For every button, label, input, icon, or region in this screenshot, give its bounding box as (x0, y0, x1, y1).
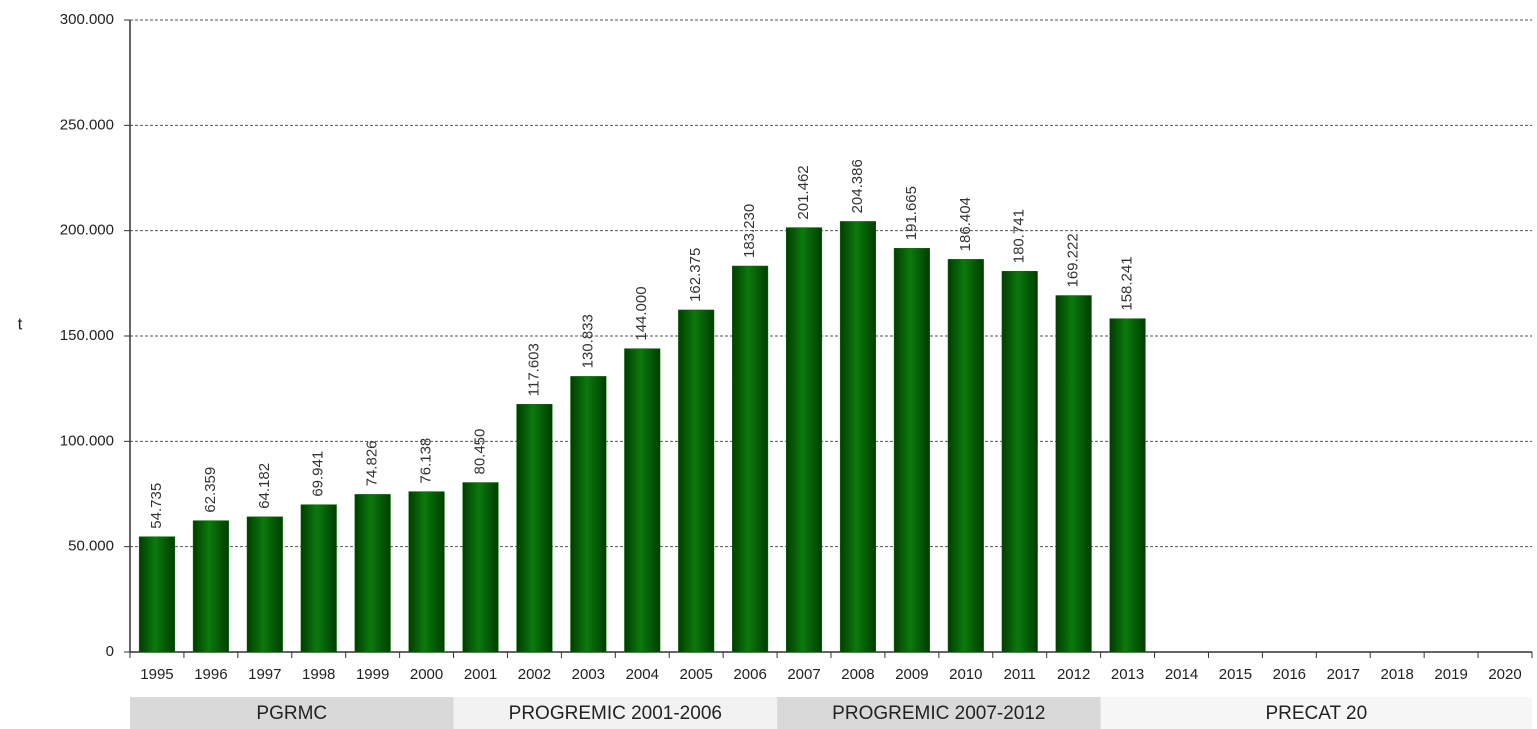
x-tick-label: 2017 (1327, 666, 1360, 683)
x-tick-label: 2011 (1004, 666, 1036, 683)
value-label: 186.404 (957, 197, 974, 251)
bar (947, 259, 984, 653)
value-label: 130.833 (579, 314, 596, 368)
bar (300, 504, 337, 653)
bar (570, 376, 607, 653)
x-tick-label: 2007 (787, 666, 820, 683)
y-axis-label: t (18, 314, 23, 333)
x-tick-label: 2001 (464, 666, 497, 683)
bar (408, 491, 445, 653)
y-tick-label: 300.000 (60, 11, 114, 28)
value-label: 180.741 (1011, 209, 1028, 263)
period-band (1100, 697, 1532, 729)
bar (732, 265, 769, 653)
x-tick-label: 1999 (356, 666, 389, 683)
period-label: PROGREMIC 2007-2012 (832, 703, 1045, 724)
x-tick-label: 2020 (1488, 666, 1521, 683)
bar (1055, 295, 1092, 653)
period-label: PRECAT 20 (1265, 703, 1367, 724)
x-tick-label: 2013 (1111, 666, 1144, 683)
y-tick-label: 50.000 (68, 538, 114, 555)
value-label: 169.222 (1065, 233, 1082, 287)
x-tick-label: 2006 (733, 666, 766, 683)
x-tick-label: 2000 (410, 666, 443, 683)
bar (785, 227, 823, 653)
period-band (777, 697, 1101, 729)
bar (354, 494, 391, 653)
value-label: 191.665 (903, 186, 920, 240)
x-tick-label: 2019 (1434, 666, 1467, 683)
bar (246, 516, 283, 653)
value-label: 158.241 (1119, 256, 1136, 310)
period-band (453, 697, 778, 729)
x-tick-label: 1996 (194, 666, 227, 683)
x-tick-label: 2008 (841, 666, 874, 683)
x-tick-label: 2014 (1165, 666, 1198, 683)
y-tick-label: 0 (106, 643, 114, 660)
x-tick-label: 2015 (1219, 666, 1252, 683)
y-tick-label: 250.000 (60, 116, 114, 133)
value-label: 201.462 (795, 165, 812, 219)
period-label: PGRMC (256, 703, 327, 724)
x-tick-label: 2002 (518, 666, 551, 683)
value-label: 62.359 (202, 467, 219, 513)
bar (516, 403, 553, 653)
value-label: 183.230 (741, 204, 758, 258)
x-tick-label: 2016 (1273, 666, 1306, 683)
bar (893, 247, 930, 653)
value-label: 54.735 (148, 483, 165, 529)
y-tick-label: 100.000 (60, 432, 114, 449)
value-label: 144.000 (633, 286, 650, 340)
bar (1001, 270, 1038, 653)
value-label: 69.941 (310, 451, 327, 497)
value-label: 76.138 (418, 438, 435, 484)
x-tick-label: 2018 (1381, 666, 1414, 683)
bar (624, 348, 661, 653)
period-label: PROGREMIC 2001-2006 (509, 703, 722, 724)
bar (1109, 318, 1146, 653)
bar (678, 309, 715, 653)
value-label: 117.603 (525, 343, 542, 396)
value-label: 80.450 (471, 429, 488, 475)
bar (839, 221, 877, 653)
value-label: 204.386 (849, 159, 866, 213)
x-tick-label: 1997 (248, 666, 281, 683)
bar (462, 482, 499, 653)
x-tick-label: 2010 (949, 666, 982, 683)
x-tick-label: 2004 (626, 666, 659, 683)
x-tick-label: 2003 (572, 666, 605, 683)
value-label: 162.375 (687, 248, 704, 302)
x-tick-label: 2005 (680, 666, 713, 683)
value-label: 74.826 (364, 440, 381, 486)
bar (192, 520, 229, 653)
x-tick-label: 2012 (1057, 666, 1090, 683)
y-tick-label: 200.000 (60, 222, 114, 239)
x-tick-label: 2009 (895, 666, 928, 683)
x-tick-label: 1998 (302, 666, 335, 683)
value-label: 64.182 (256, 463, 273, 509)
y-tick-label: 150.000 (60, 327, 114, 344)
x-tick-label: 1995 (140, 666, 173, 683)
bar (138, 536, 176, 653)
period-band (130, 697, 454, 729)
